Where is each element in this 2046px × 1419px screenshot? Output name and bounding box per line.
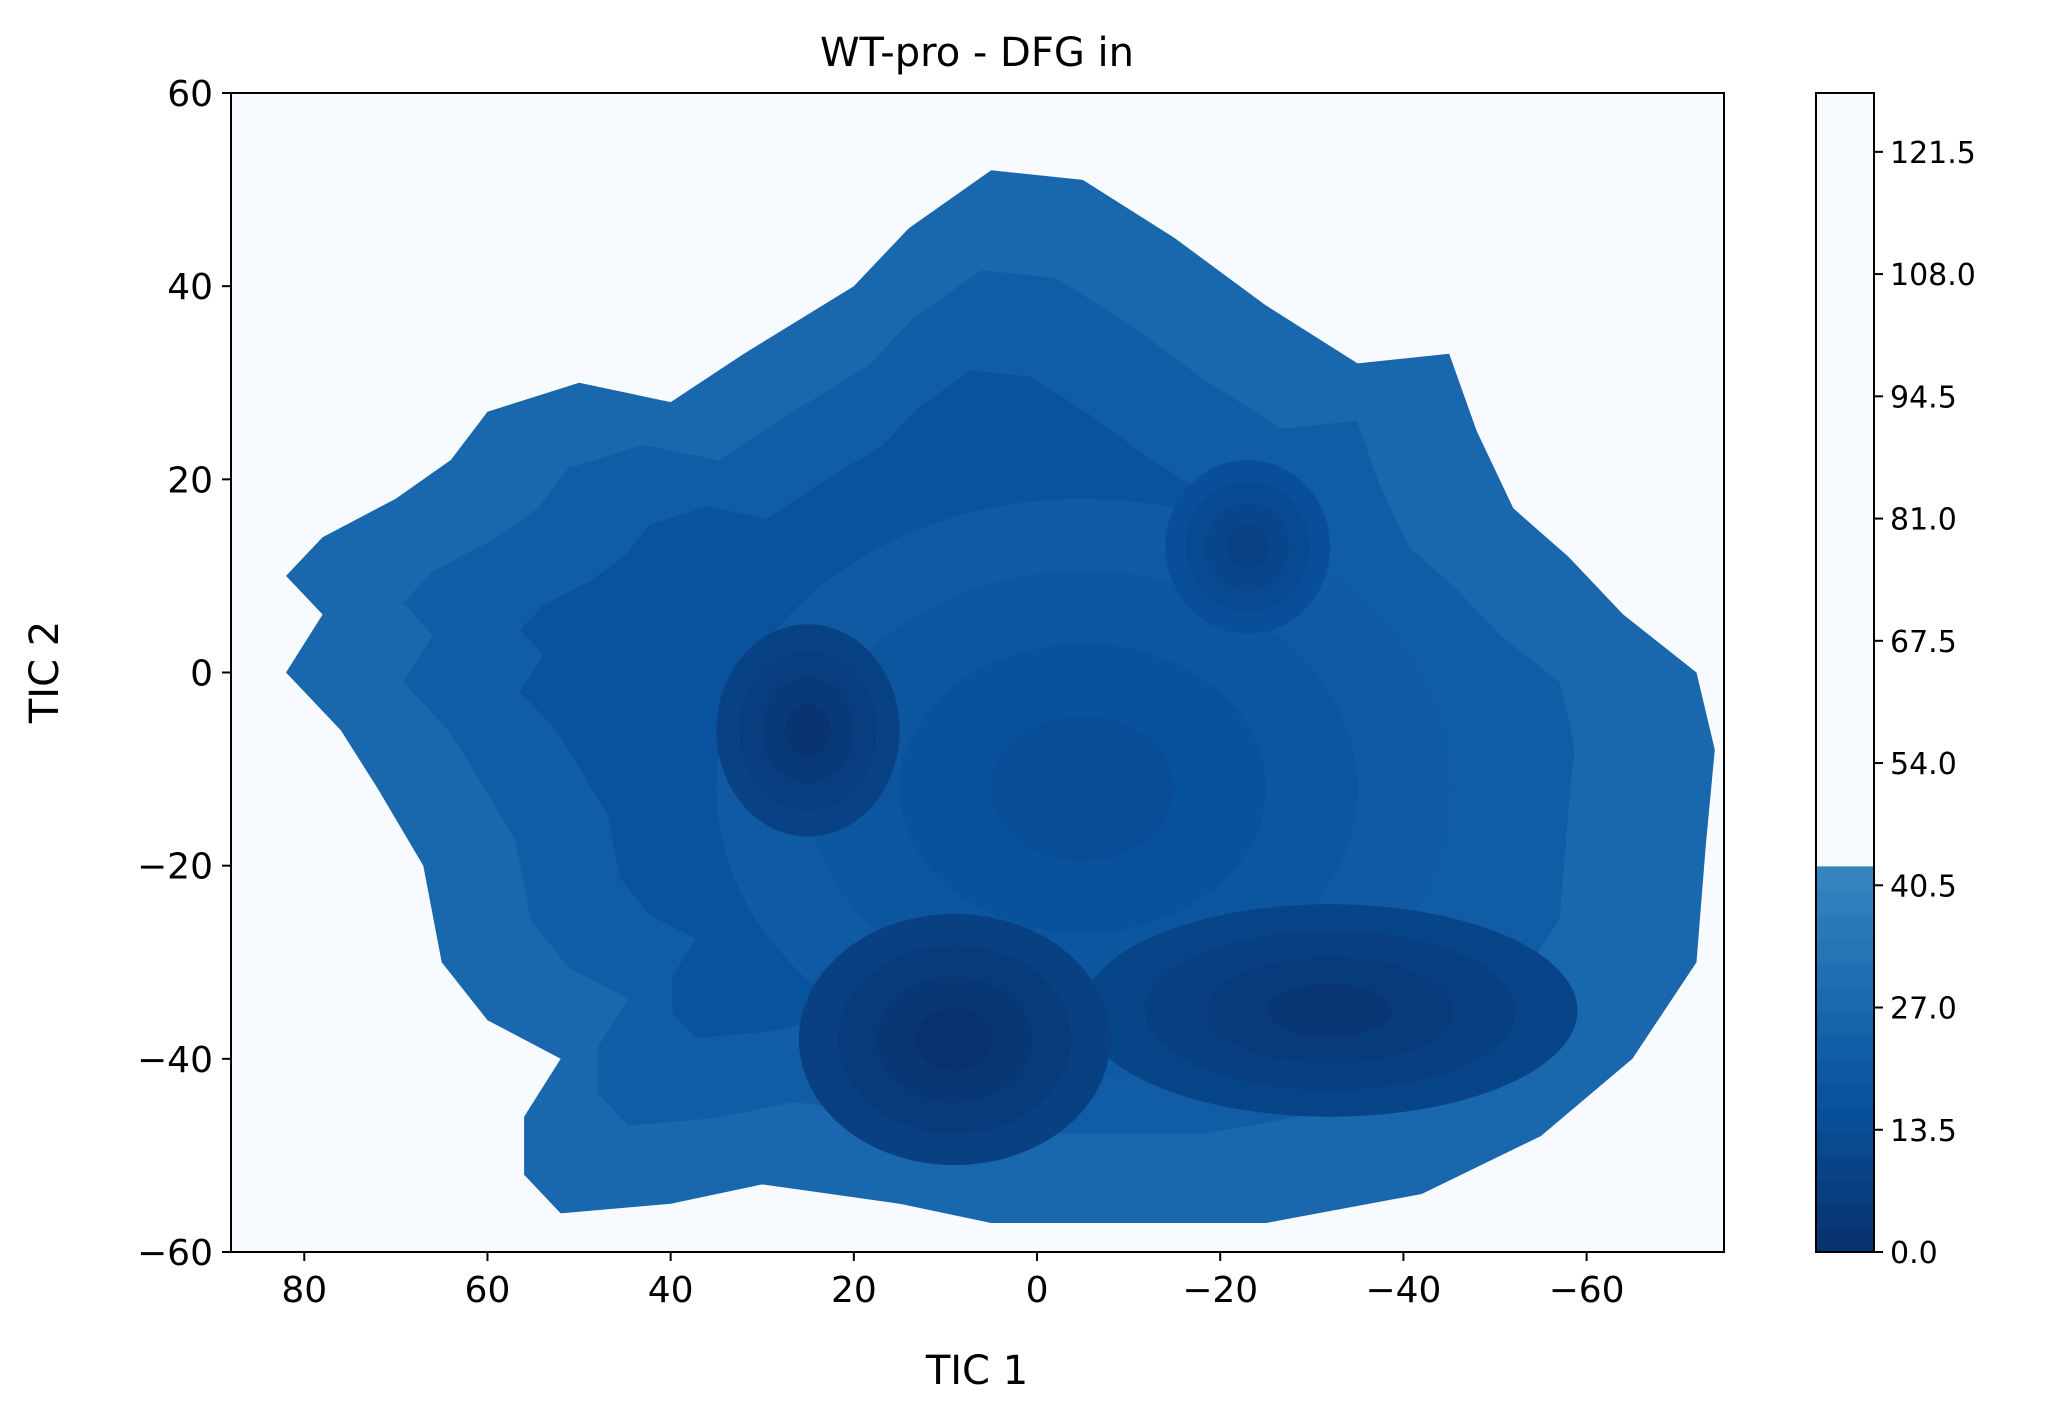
x-tick-label: 0 xyxy=(1026,1270,1049,1311)
colorbar-band xyxy=(1816,237,1874,263)
colorbar-band xyxy=(1816,938,1874,963)
colorbar-band xyxy=(1816,1227,1874,1253)
colorbar-band xyxy=(1816,841,1874,867)
colorbar-tick-label: 94.5 xyxy=(1890,380,1957,415)
colorbar-band xyxy=(1816,720,1874,746)
y-tick-label: 40 xyxy=(167,267,213,308)
colorbar-band xyxy=(1816,262,1874,287)
colorbar-band xyxy=(1816,817,1874,843)
colorbar-band xyxy=(1816,865,1874,891)
colorbar-tick-label: 27.0 xyxy=(1890,992,1957,1027)
colorbar-band xyxy=(1816,431,1874,456)
colorbar-band xyxy=(1816,141,1874,167)
colorbar-band xyxy=(1816,744,1874,770)
colorbar-tick-label: 67.5 xyxy=(1890,625,1957,660)
colorbar-band xyxy=(1816,1155,1874,1181)
colorbar-band xyxy=(1816,793,1874,819)
colorbar-band xyxy=(1816,165,1874,191)
colorbar-band xyxy=(1816,189,1874,215)
colorbar-tick-label: 0.0 xyxy=(1890,1236,1938,1271)
colorbar-band xyxy=(1816,1083,1874,1108)
colorbar-band xyxy=(1816,503,1874,529)
colorbar-band xyxy=(1816,575,1874,601)
colorbar-band xyxy=(1816,648,1874,674)
colorbar-band xyxy=(1816,358,1874,384)
basin-5-level-4 xyxy=(1227,525,1269,569)
colorbar-band xyxy=(1816,962,1874,988)
colorbar-band xyxy=(1816,551,1874,577)
colorbar-frame xyxy=(1815,92,1875,1253)
colorbar-band xyxy=(1816,889,1874,915)
y-axis-label: TIC 2 xyxy=(22,621,68,724)
y-tick-label: 60 xyxy=(167,74,213,115)
x-tick-label: −20 xyxy=(1182,1270,1258,1311)
colorbar-band xyxy=(1816,527,1874,553)
y-axis: −60 −40 −20 0 20 40 60 xyxy=(137,74,231,1274)
colorbar-tick-label: 108.0 xyxy=(1890,258,1976,293)
colorbar-tick-label: 121.5 xyxy=(1890,136,1976,171)
x-tick-label: 20 xyxy=(831,1270,877,1311)
plot-area xyxy=(230,92,1725,1253)
colorbar-band xyxy=(1816,406,1874,432)
colorbar-band xyxy=(1816,334,1874,360)
colorbar-band xyxy=(1816,769,1874,794)
y-tick-label: −20 xyxy=(137,847,213,888)
basin-2-level-4 xyxy=(1268,983,1392,1038)
colorbar-band xyxy=(1816,1034,1874,1060)
colorbar-tick-label: 40.5 xyxy=(1890,869,1957,904)
colorbar-tick-label: 13.5 xyxy=(1890,1114,1957,1149)
x-axis: 80 60 40 20 0 −20 −40 −60 xyxy=(281,1252,1625,1311)
colorbar-band xyxy=(1816,1010,1874,1036)
colorbar-band xyxy=(1816,93,1874,118)
x-tick-label: 60 xyxy=(465,1270,511,1311)
colorbar-band xyxy=(1816,382,1874,408)
y-tick-label: 0 xyxy=(190,654,213,695)
colorbar-band xyxy=(1816,213,1874,239)
x-tick-label: −60 xyxy=(1549,1270,1625,1311)
colorbar-band xyxy=(1816,914,1874,939)
y-tick-label: −60 xyxy=(137,1233,213,1274)
y-tick-label: 20 xyxy=(167,460,213,501)
chart-title: WT-pro - DFG in xyxy=(820,30,1134,76)
y-tick-label: −40 xyxy=(137,1040,213,1081)
colorbar-band xyxy=(1816,986,1874,1012)
colorbar-band xyxy=(1816,1179,1874,1205)
colorbar-band xyxy=(1816,672,1874,698)
colorbar-tick-label: 81.0 xyxy=(1890,503,1957,538)
colorbar: 0.0 13.5 27.0 40.5 54.0 67.5 81.0 94.5 108.0 121.… xyxy=(1815,92,1976,1271)
colorbar-band xyxy=(1816,479,1874,505)
x-tick-label: 40 xyxy=(648,1270,694,1311)
x-tick-label: −40 xyxy=(1365,1270,1441,1311)
x-tick-label: 80 xyxy=(281,1270,327,1311)
colorbar-band xyxy=(1816,696,1874,722)
basin-4-level-4 xyxy=(785,703,831,758)
colorbar-band xyxy=(1816,1058,1874,1084)
colorbar-band xyxy=(1816,1107,1874,1132)
x-axis-label: TIC 1 xyxy=(925,1348,1028,1394)
colorbar-band xyxy=(1816,1203,1874,1229)
colorbar-band xyxy=(1816,455,1874,481)
colorbar-band xyxy=(1816,624,1874,650)
colorbar-band xyxy=(1816,1131,1874,1157)
colorbar-tick-label: 54.0 xyxy=(1890,747,1957,782)
colorbar-band xyxy=(1816,310,1874,336)
colorbar-band xyxy=(1816,286,1874,312)
colorbar-band xyxy=(1816,117,1874,142)
colorbar-band xyxy=(1816,600,1874,625)
basin-1-level-4 xyxy=(991,716,1175,861)
basin-3-level-4 xyxy=(915,1008,994,1071)
